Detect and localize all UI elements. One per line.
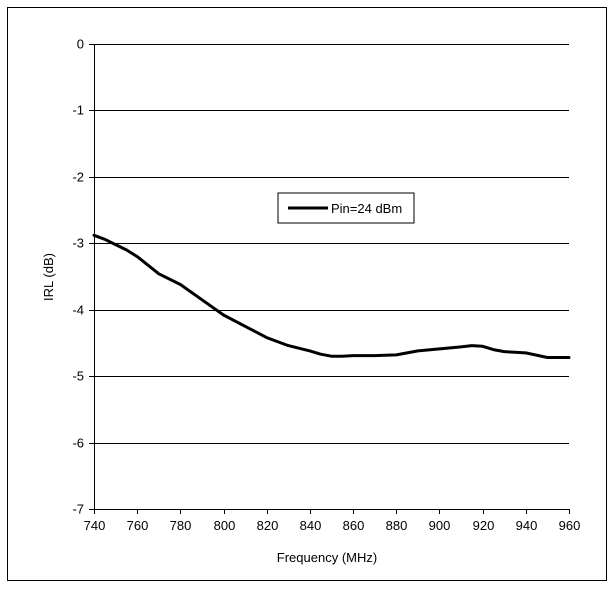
x-tick-label: 900: [429, 518, 451, 533]
y-tick-label: -3: [72, 236, 84, 251]
legend: Pin=24 dBm: [277, 192, 415, 224]
x-tick-label: 860: [343, 518, 365, 533]
legend-label: Pin=24 dBm: [331, 201, 402, 216]
y-tick-label: -4: [72, 303, 84, 318]
series-layer: [92, 233, 571, 359]
y-tick-label: -6: [72, 436, 84, 451]
x-tick-label: 880: [386, 518, 408, 533]
outer-border: [7, 7, 607, 581]
x-axis-label: Frequency (MHz): [277, 550, 377, 565]
y-tick-label: -5: [72, 369, 84, 384]
y-axis-label: IRL (dB): [41, 253, 56, 301]
x-tick-label: 760: [127, 518, 149, 533]
x-tick-label: 920: [473, 518, 495, 533]
x-tick-label: 740: [84, 518, 106, 533]
y-tick-label: -7: [72, 502, 84, 517]
grid-lines: [94, 44, 569, 510]
series-line: [92, 233, 571, 359]
x-tick-label: 780: [170, 518, 192, 533]
axes: [89, 44, 570, 514]
x-tick-label: 840: [300, 518, 322, 533]
y-tick-label: -2: [72, 170, 84, 185]
x-tick-label: 940: [516, 518, 538, 533]
y-tick-label: 0: [77, 37, 84, 52]
x-tick-label: 960: [559, 518, 581, 533]
x-tick-label: 820: [257, 518, 279, 533]
x-tick-label: 800: [214, 518, 236, 533]
y-tick-label: -1: [72, 103, 84, 118]
